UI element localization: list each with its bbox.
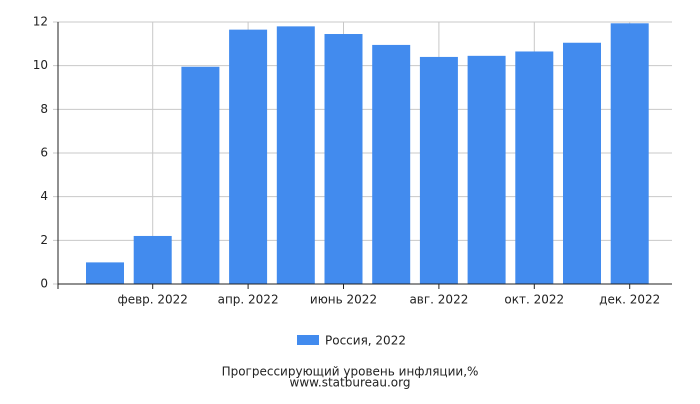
bar (563, 42, 601, 284)
x-tick-label: июнь 2022 (310, 293, 377, 307)
bar (324, 34, 363, 285)
y-tick-label: 6 (40, 146, 48, 160)
chart-title: Прогрессирующий уровень инфляции,% (222, 365, 479, 379)
bar (419, 56, 458, 284)
x-tick-label: дек. 2022 (599, 293, 660, 307)
bar (610, 23, 649, 285)
chart-subtitle: www.statbureau.org (290, 376, 411, 390)
y-tick-label: 12 (33, 15, 48, 29)
bar (372, 44, 411, 284)
bar (276, 26, 315, 284)
bar (467, 55, 506, 284)
bar (229, 29, 268, 285)
x-tick-label: окт. 2022 (504, 293, 564, 307)
x-tick-label: февр. 2022 (117, 293, 188, 307)
y-tick-label: 8 (40, 102, 48, 116)
bar (86, 262, 124, 284)
y-tick-label: 4 (40, 189, 48, 203)
bar (515, 51, 554, 284)
y-tick-label: 2 (40, 233, 48, 247)
x-tick-label: авг. 2022 (409, 293, 468, 307)
y-tick-label: 0 (40, 277, 48, 291)
legend-swatch (297, 335, 319, 345)
x-tick-label: апр. 2022 (218, 293, 279, 307)
bar (133, 235, 172, 284)
legend-label: Россия, 2022 (325, 334, 406, 348)
bar (181, 66, 220, 284)
y-tick-label: 10 (33, 58, 48, 72)
